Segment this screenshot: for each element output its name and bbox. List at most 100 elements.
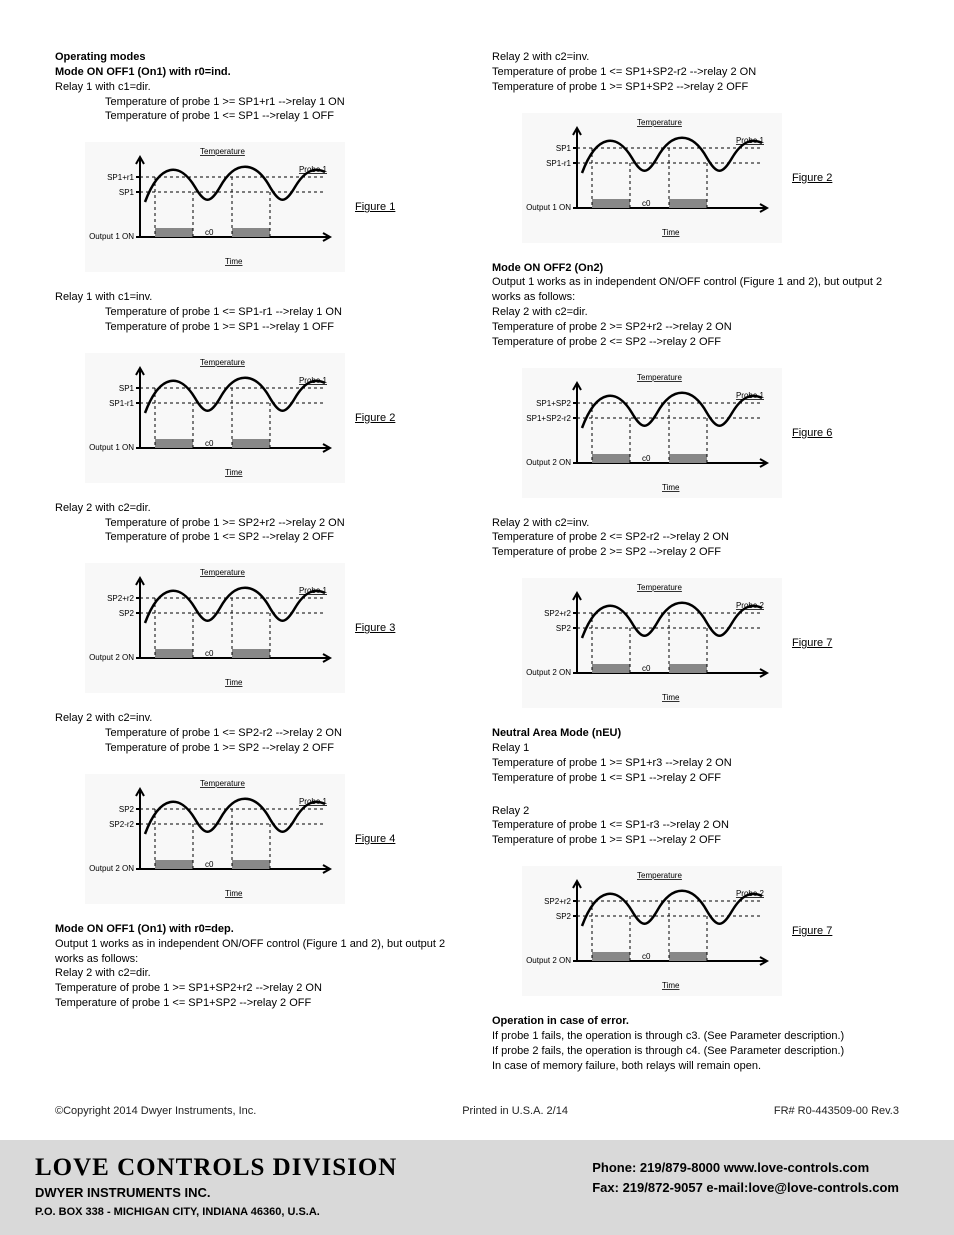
company-sub1: DWYER INSTRUMENTS INC. bbox=[35, 1185, 397, 1200]
svg-text:Output 1 ON: Output 1 ON bbox=[89, 232, 134, 241]
condition-text: Temperature of probe 1 <= SP2 -->relay 2… bbox=[55, 530, 462, 545]
svg-text:Output 1 ON: Output 1 ON bbox=[89, 443, 134, 452]
svg-text:c0: c0 bbox=[642, 199, 651, 208]
figure-label: Figure 6 bbox=[792, 427, 832, 439]
relay-label: Relay 2 with c2=inv. bbox=[492, 516, 899, 531]
svg-text:Output 2 ON: Output 2 ON bbox=[526, 668, 571, 677]
relay-label: Relay 2 with c2=inv. bbox=[55, 711, 462, 726]
footer: LOVE CONTROLS DIVISION DWYER INSTRUMENTS… bbox=[0, 1140, 954, 1235]
paragraph-text: Output 1 works as in independent ON/OFF … bbox=[492, 275, 899, 305]
svg-text:SP2-r2: SP2-r2 bbox=[109, 820, 134, 829]
svg-text:SP1: SP1 bbox=[119, 188, 135, 197]
condition-text: Temperature of probe 2 <= SP2-r2 -->rela… bbox=[492, 530, 899, 545]
figure-4: Temperature c0 SP2 SP2-r2 Output 2 ON Pr… bbox=[85, 774, 462, 904]
svg-text:c0: c0 bbox=[205, 228, 214, 237]
relay-label: Relay 2 with c2=inv. bbox=[492, 50, 899, 65]
svg-text:SP1-r1: SP1-r1 bbox=[546, 159, 571, 168]
svg-text:c0: c0 bbox=[205, 649, 214, 658]
condition-text: Temperature of probe 1 >= SP1+r3 -->rela… bbox=[492, 756, 899, 771]
footer-right: Phone: 219/879-8000 www.love-controls.co… bbox=[592, 1154, 899, 1235]
svg-text:c0: c0 bbox=[205, 860, 214, 869]
svg-text:SP2: SP2 bbox=[119, 609, 135, 618]
svg-text:SP1+SP2: SP1+SP2 bbox=[536, 399, 571, 408]
figure-6: Temperature c0 SP1+SP2 SP1+SP2-r2 Output… bbox=[522, 368, 899, 498]
heading-mode-on1-dep: Mode ON OFF1 (On1) with r0=dep. bbox=[55, 922, 462, 937]
condition-text: Temperature of probe 1 >= SP1 -->relay 2… bbox=[492, 833, 899, 848]
svg-text:SP2+r2: SP2+r2 bbox=[544, 897, 571, 906]
right-column: Relay 2 with c2=inv. Temperature of prob… bbox=[492, 50, 899, 1091]
relay-label: Relay 2 with c2=dir. bbox=[492, 305, 899, 320]
svg-text:c0: c0 bbox=[642, 664, 651, 673]
condition-text: Temperature of probe 1 >= SP2+r2 -->rela… bbox=[55, 516, 462, 531]
condition-text: Temperature of probe 1 <= SP1 -->relay 1… bbox=[55, 109, 462, 124]
svg-text:c0: c0 bbox=[642, 952, 651, 961]
svg-text:SP1-r1: SP1-r1 bbox=[109, 399, 134, 408]
svg-text:Output 2 ON: Output 2 ON bbox=[526, 956, 571, 965]
condition-text: Temperature of probe 1 >= SP1 -->relay 1… bbox=[55, 320, 462, 335]
figure-7b: Temperature c0 SP2+r2 SP2 Output 2 ON Pr… bbox=[522, 866, 899, 996]
svg-text:Temperature: Temperature bbox=[200, 568, 245, 577]
svg-text:c0: c0 bbox=[205, 439, 214, 448]
figure-label: Figure 7 bbox=[792, 925, 832, 937]
svg-text:Time: Time bbox=[662, 228, 680, 237]
svg-text:Probe 1: Probe 1 bbox=[299, 586, 328, 595]
svg-text:Time: Time bbox=[662, 693, 680, 702]
condition-text: Temperature of probe 1 <= SP1-r1 -->rela… bbox=[55, 305, 462, 320]
svg-text:Probe 1: Probe 1 bbox=[736, 136, 765, 145]
figure-label: Figure 2 bbox=[792, 172, 832, 184]
figure-1: Temperature c0 SP1+r1 SP1 Output 1 ON Pr… bbox=[85, 142, 462, 272]
copyright-left: ©Copyright 2014 Dwyer Instruments, Inc. bbox=[55, 1105, 256, 1117]
error-text: If probe 1 fails, the operation is throu… bbox=[492, 1029, 899, 1044]
svg-text:Output 2 ON: Output 2 ON bbox=[89, 864, 134, 873]
heading-neutral-area: Neutral Area Mode (nEU) bbox=[492, 726, 899, 741]
svg-text:SP1+SP2-r2: SP1+SP2-r2 bbox=[526, 414, 571, 423]
page-content: Operating modes Mode ON OFF1 (On1) with … bbox=[0, 0, 954, 1091]
svg-text:Probe 2: Probe 2 bbox=[736, 889, 765, 898]
svg-text:SP2+r2: SP2+r2 bbox=[107, 594, 134, 603]
condition-text: Temperature of probe 2 >= SP2 -->relay 2… bbox=[492, 545, 899, 560]
footer-left: LOVE CONTROLS DIVISION DWYER INSTRUMENTS… bbox=[35, 1154, 397, 1235]
figure-label: Figure 7 bbox=[792, 637, 832, 649]
relay-label: Relay 2 with c2=dir. bbox=[55, 966, 462, 981]
svg-text:Temperature: Temperature bbox=[637, 583, 682, 592]
svg-text:Output 1 ON: Output 1 ON bbox=[526, 203, 571, 212]
error-text: In case of memory failure, both relays w… bbox=[492, 1059, 899, 1074]
figure-2b: Temperature c0 SP1 SP1-r1 Output 1 ON Pr… bbox=[522, 113, 899, 243]
figure-label: Figure 1 bbox=[355, 201, 395, 213]
figure-label: Figure 2 bbox=[355, 412, 395, 424]
heading-mode-on1-ind: Mode ON OFF1 (On1) with r0=ind. bbox=[55, 65, 462, 80]
condition-text: Temperature of probe 1 >= SP1+r1 -->rela… bbox=[55, 95, 462, 110]
svg-text:Temperature: Temperature bbox=[200, 147, 245, 156]
condition-text: Temperature of probe 1 <= SP1 -->relay 2… bbox=[492, 771, 899, 786]
svg-text:SP1+r1: SP1+r1 bbox=[107, 173, 134, 182]
condition-text: Temperature of probe 1 <= SP2-r2 -->rela… bbox=[55, 726, 462, 741]
error-text: If probe 2 fails, the operation is throu… bbox=[492, 1044, 899, 1059]
svg-text:SP2: SP2 bbox=[556, 912, 572, 921]
relay-label: Relay 1 with c1=inv. bbox=[55, 290, 462, 305]
svg-text:SP2+r2: SP2+r2 bbox=[544, 609, 571, 618]
svg-text:Output 2 ON: Output 2 ON bbox=[89, 653, 134, 662]
figure-3: Temperature c0 SP2+r2 SP2 Output 2 ON Pr… bbox=[85, 563, 462, 693]
left-column: Operating modes Mode ON OFF1 (On1) with … bbox=[55, 50, 462, 1091]
relay-label: Relay 2 bbox=[492, 804, 899, 819]
footer-phone: Phone: 219/879-8000 www.love-controls.co… bbox=[592, 1158, 899, 1178]
figure-7a: Temperature c0 SP2+r2 SP2 Output 2 ON Pr… bbox=[522, 578, 899, 708]
condition-text: Temperature of probe 1 <= SP1-r3 -->rela… bbox=[492, 818, 899, 833]
svg-text:SP2: SP2 bbox=[119, 805, 135, 814]
svg-text:SP2: SP2 bbox=[556, 624, 572, 633]
copyright-center: Printed in U.S.A. 2/14 bbox=[462, 1105, 568, 1117]
heading-mode-on2: Mode ON OFF2 (On2) bbox=[492, 261, 899, 276]
relay-label: Relay 1 with c1=dir. bbox=[55, 80, 462, 95]
condition-text: Temperature of probe 1 >= SP1+SP2 -->rel… bbox=[492, 80, 899, 95]
company-name: LOVE CONTROLS DIVISION bbox=[35, 1154, 397, 1182]
svg-text:Time: Time bbox=[662, 981, 680, 990]
svg-text:Temperature: Temperature bbox=[637, 871, 682, 880]
svg-text:Output 2 ON: Output 2 ON bbox=[526, 458, 571, 467]
condition-text: Temperature of probe 2 <= SP2 -->relay 2… bbox=[492, 335, 899, 350]
relay-label: Relay 1 bbox=[492, 741, 899, 756]
svg-text:Temperature: Temperature bbox=[200, 779, 245, 788]
relay-label: Relay 2 with c2=dir. bbox=[55, 501, 462, 516]
svg-text:Temperature: Temperature bbox=[200, 358, 245, 367]
condition-text: Temperature of probe 1 >= SP2 -->relay 2… bbox=[55, 741, 462, 756]
svg-text:Temperature: Temperature bbox=[637, 373, 682, 382]
